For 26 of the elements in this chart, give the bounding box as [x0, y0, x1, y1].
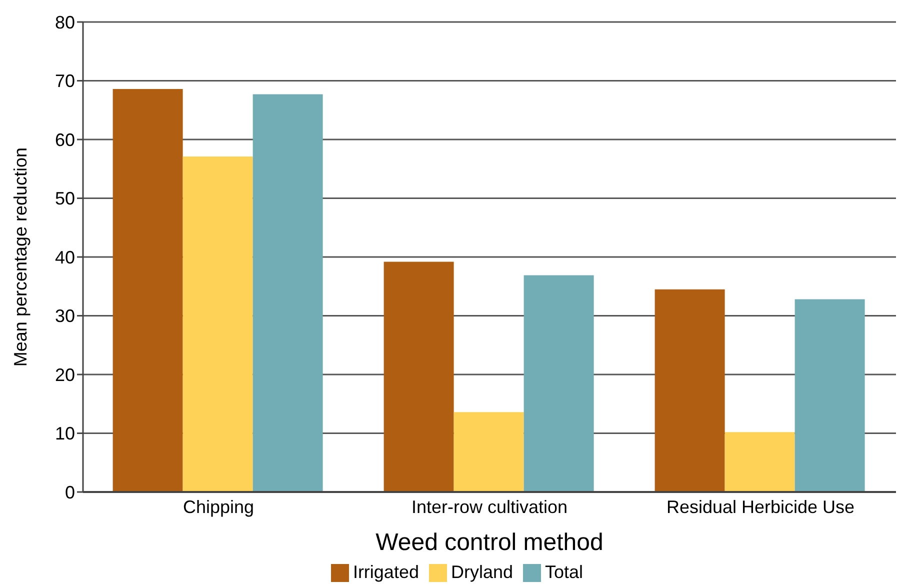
- y-tick-label: 80: [54, 12, 75, 32]
- legend-label: Total: [545, 562, 584, 582]
- bar: [524, 275, 594, 492]
- bar: [182, 156, 253, 492]
- bar: [794, 299, 865, 492]
- x-tick-label: Residual Herbicide Use: [666, 496, 855, 517]
- x-axis-title: Weed control method: [376, 529, 604, 556]
- bar: [724, 432, 795, 492]
- y-tick-label: 30: [54, 306, 75, 326]
- y-tick-label: 10: [54, 424, 75, 444]
- y-tick-label: 40: [54, 247, 75, 268]
- bar: [252, 94, 323, 492]
- legend-label: Irrigated: [352, 562, 419, 582]
- x-tick-label: Inter-row cultivation: [411, 496, 568, 517]
- y-tick-label: 60: [54, 130, 75, 150]
- y-tick-label: 0: [64, 482, 75, 502]
- y-tick-label: 70: [54, 71, 75, 92]
- y-tick-label: 20: [54, 364, 75, 385]
- x-tick-label: Chipping: [182, 496, 254, 517]
- bar: [384, 262, 454, 492]
- y-axis-title: Mean percentage reduction: [10, 147, 30, 367]
- bar: [654, 289, 725, 492]
- bar: [454, 412, 524, 492]
- bar: [112, 88, 183, 492]
- legend-label: Dryland: [450, 562, 514, 582]
- y-tick-label: 50: [54, 188, 75, 209]
